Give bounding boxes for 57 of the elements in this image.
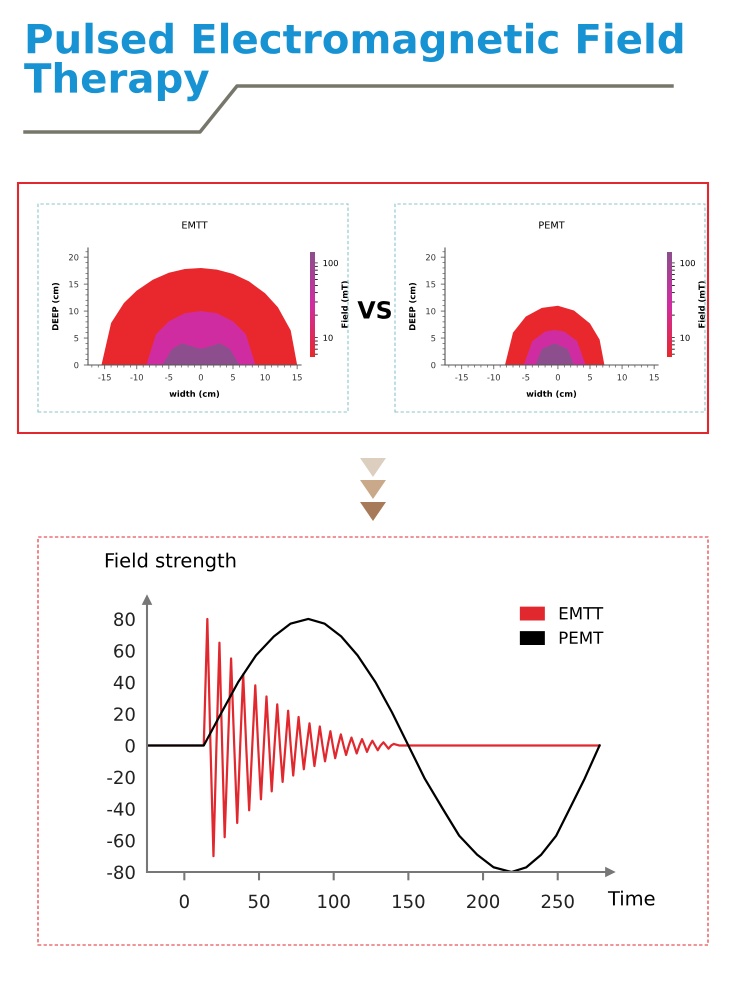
y-tick-label: -40 xyxy=(107,802,135,816)
y-tick-label: 0 xyxy=(126,738,135,753)
x-tick-label: 10 xyxy=(260,374,270,380)
chart-title: PEMT xyxy=(539,221,565,229)
x-tick-label: 5 xyxy=(230,374,235,380)
x-tick-label: -15 xyxy=(98,374,111,380)
x-tick-label: 150 xyxy=(393,894,424,908)
y-tick-label: 5 xyxy=(74,335,78,342)
x-tick-label: -10 xyxy=(487,374,500,380)
text: Pulsed Electromagnetic Field Therapy xyxy=(24,22,682,102)
x-axis-title: width (cm) xyxy=(170,390,220,398)
x-axis-title: width (cm) xyxy=(526,390,576,398)
legend-label: PEMT xyxy=(560,632,604,644)
y-tick-label: 5 xyxy=(431,335,436,342)
x-axis-title: Time xyxy=(608,890,655,906)
y-tick-label: 80 xyxy=(114,612,135,626)
y-tick-label: 20 xyxy=(426,254,436,260)
y-tick-label: 0 xyxy=(74,362,78,368)
x-tick-label: 200 xyxy=(467,894,500,908)
y-tick-label: 15 xyxy=(69,281,78,288)
y-tick-label: -20 xyxy=(107,770,135,784)
x-tick-label: 10 xyxy=(618,374,627,380)
y-tick-label: 15 xyxy=(426,281,436,288)
x-tick-label: -5 xyxy=(165,374,172,380)
x-tick-label: 15 xyxy=(292,374,302,380)
y-tick-label: 10 xyxy=(426,308,436,314)
x-tick-label: 100 xyxy=(318,894,350,908)
y-tick-label: -60 xyxy=(107,834,135,848)
y-tick-label: 0 xyxy=(431,362,436,368)
legend-label: EMTT xyxy=(560,607,604,620)
color-bar-label: 100 xyxy=(680,260,695,266)
x-tick-label: 15 xyxy=(650,374,659,380)
x-tick-label: 0 xyxy=(180,894,189,908)
y-tick-label: 10 xyxy=(69,308,78,314)
x-tick-label: -15 xyxy=(455,374,468,380)
y-tick-label: 20 xyxy=(114,707,135,721)
text: VS xyxy=(357,300,391,319)
y-tick-label: 20 xyxy=(68,254,78,260)
y-axis-title: Field strength xyxy=(106,552,236,572)
x-tick-label: 0 xyxy=(556,374,560,380)
x-tick-label: -5 xyxy=(522,374,530,380)
x-tick-label: 250 xyxy=(542,894,574,908)
y-tick-label: -80 xyxy=(107,865,135,880)
y-axis-title: DEEP (cm) xyxy=(52,282,60,330)
chart-title: EMTT xyxy=(182,221,208,229)
color-bar-title: Field (mT) xyxy=(341,281,349,328)
x-tick-label: -10 xyxy=(130,374,144,380)
color-bar-title: Field (mT) xyxy=(698,281,706,328)
color-bar-label: 10 xyxy=(324,334,333,341)
color-bar-label: 100 xyxy=(324,260,338,266)
y-axis-title: DEEP (cm) xyxy=(408,282,416,330)
y-tick-label: 60 xyxy=(114,644,135,658)
y-tick-label: 40 xyxy=(114,676,135,690)
x-tick-label: 0 xyxy=(198,374,204,380)
x-tick-label: 5 xyxy=(588,374,592,380)
color-bar-label: 10 xyxy=(680,334,690,341)
x-tick-label: 50 xyxy=(248,894,270,908)
